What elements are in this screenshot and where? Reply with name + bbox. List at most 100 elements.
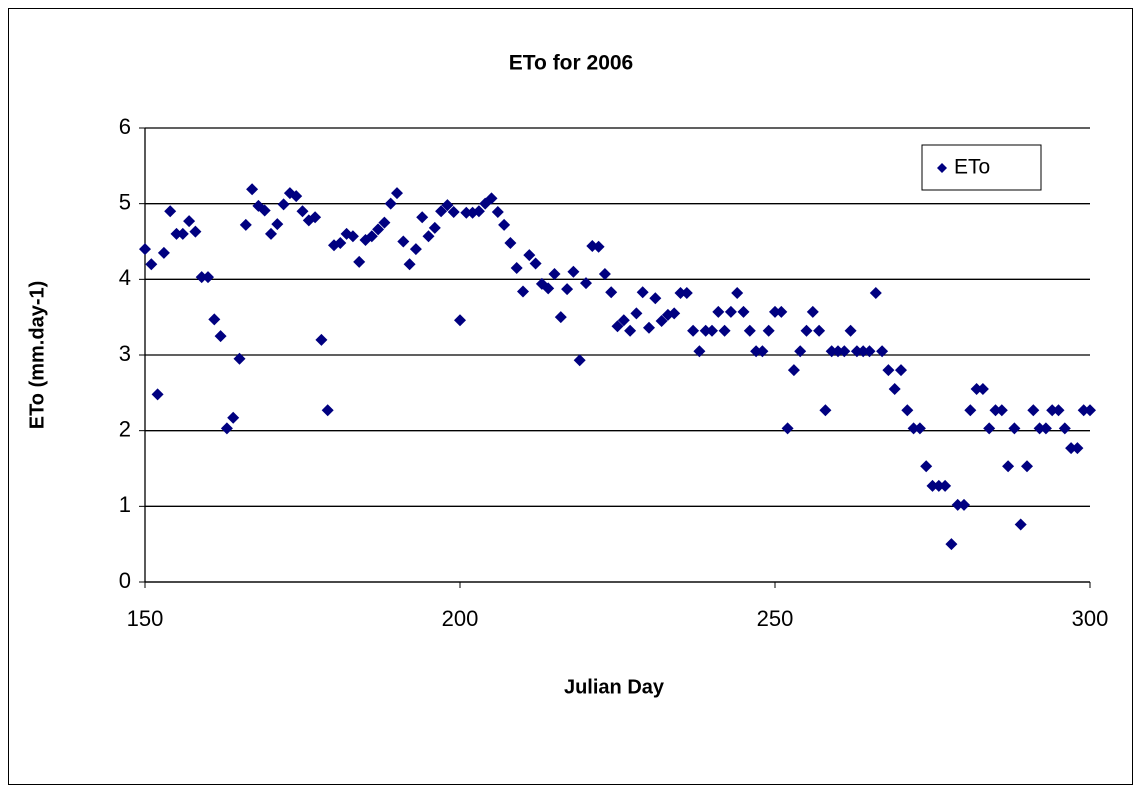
data-point: [762, 324, 775, 337]
data-point: [1065, 442, 1078, 455]
data-point: [1058, 422, 1071, 435]
data-point: [151, 388, 164, 401]
data-point: [170, 227, 183, 240]
data-point: [346, 230, 359, 243]
data-point: [554, 311, 567, 324]
data-point: [844, 324, 857, 337]
data-point: [409, 243, 422, 256]
data-point: [989, 404, 1002, 417]
data-point: [907, 422, 920, 435]
data-point: [523, 249, 536, 262]
data-point: [1046, 404, 1059, 417]
data-point: [869, 286, 882, 299]
data-point: [970, 383, 983, 396]
data-point: [756, 345, 769, 358]
data-point: [220, 422, 233, 435]
data-point: [529, 257, 542, 270]
legend-marker: [937, 163, 947, 173]
data-point: [913, 422, 926, 435]
data-point: [447, 205, 460, 218]
data-point: [882, 364, 895, 377]
data-point: [800, 324, 813, 337]
data-point: [1021, 460, 1033, 473]
data-point: [227, 411, 240, 424]
data-point: [920, 460, 933, 473]
data-point: [731, 286, 744, 299]
data-point: [643, 321, 655, 334]
data-point: [189, 225, 202, 238]
data-point: [743, 324, 756, 337]
data-point: [334, 237, 347, 250]
data-point: [605, 286, 618, 299]
data-point: [372, 223, 385, 236]
data-point: [624, 324, 637, 337]
y-tick-label: 2: [119, 416, 131, 441]
data-point: [485, 192, 498, 205]
data-point: [1008, 422, 1021, 435]
data-point: [939, 479, 952, 492]
data-point: [321, 404, 334, 417]
data-point: [567, 265, 580, 278]
data-point: [958, 498, 970, 511]
data-point: [378, 216, 391, 229]
data-point: [876, 345, 889, 358]
data-point: [510, 261, 523, 274]
data-point: [598, 268, 611, 281]
data-point: [315, 333, 328, 346]
y-tick-label: 3: [119, 341, 131, 366]
data-point: [718, 324, 731, 337]
data-point: [290, 190, 303, 203]
data-point: [825, 345, 838, 358]
data-point: [687, 324, 700, 337]
data-point: [504, 237, 517, 250]
data-point: [712, 305, 725, 318]
data-point: [573, 354, 586, 367]
data-point: [472, 205, 485, 218]
data-point: [926, 479, 939, 492]
data-point: [561, 283, 574, 296]
data-point: [271, 218, 284, 231]
data-point: [233, 352, 246, 365]
data-point: [813, 324, 826, 337]
data-point: [699, 324, 712, 337]
data-point: [806, 305, 819, 318]
data-point: [819, 404, 832, 417]
data-point: [296, 205, 309, 218]
data-point: [214, 330, 227, 343]
data-point: [649, 292, 662, 305]
data-point: [1033, 422, 1046, 435]
data-point: [895, 364, 907, 377]
data-point: [384, 197, 397, 210]
data-point: [1002, 460, 1015, 473]
data-point: [951, 498, 964, 511]
x-tick-label: 150: [127, 606, 164, 631]
data-point: [258, 204, 271, 217]
data-point: [1052, 404, 1065, 417]
data-point: [832, 345, 844, 358]
data-point: [454, 314, 466, 327]
data-point: [775, 305, 788, 318]
data-point: [750, 345, 763, 358]
data-point: [932, 479, 945, 492]
data-point: [428, 221, 441, 234]
x-tick-label: 200: [442, 606, 479, 631]
data-point: [724, 305, 737, 318]
data-point: [176, 227, 189, 240]
data-point: [548, 268, 561, 281]
data-point: [517, 285, 529, 298]
data-point: [239, 218, 252, 231]
data-point: [617, 314, 630, 327]
data-point: [498, 218, 511, 231]
data-point: [693, 345, 706, 358]
data-point: [164, 205, 177, 218]
y-tick-label: 0: [119, 568, 131, 593]
data-point: [769, 305, 781, 318]
data-point: [636, 286, 649, 299]
data-point: [365, 230, 378, 243]
x-axis-title: Julian Day: [564, 676, 665, 698]
data-point: [145, 258, 158, 271]
data-point: [183, 215, 196, 228]
data-point: [794, 345, 807, 358]
data-point: [202, 271, 214, 284]
data-point: [1027, 404, 1040, 417]
